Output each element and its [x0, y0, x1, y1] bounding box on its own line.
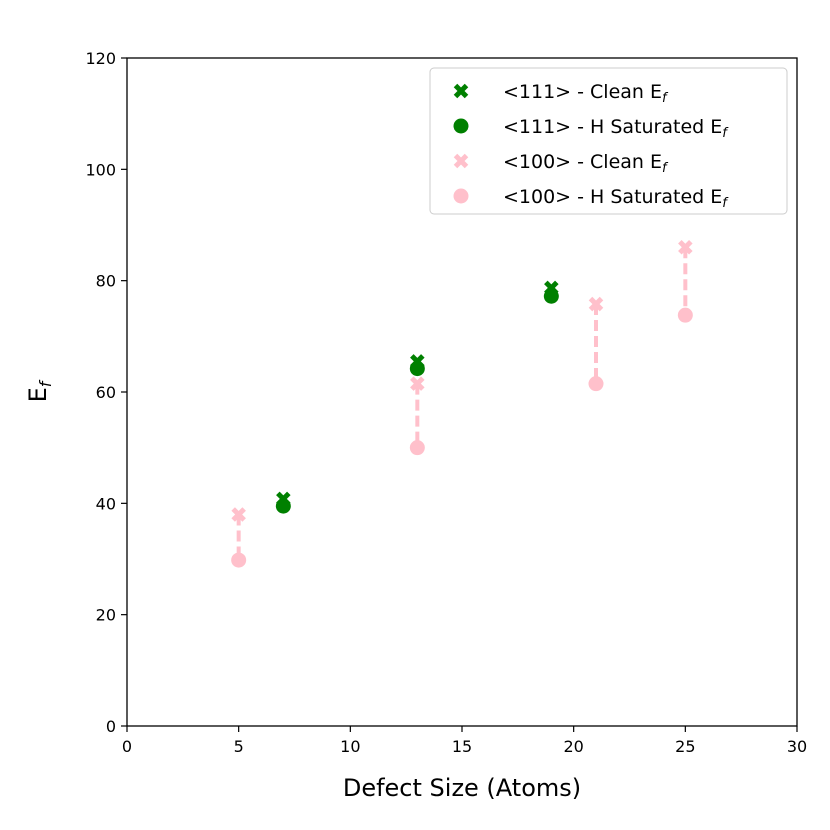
x-tick-label: 25	[675, 737, 695, 756]
cross-point	[231, 507, 246, 522]
circle-point	[231, 552, 247, 568]
legend-marker	[453, 83, 469, 99]
y-tick-label: 20	[96, 606, 116, 625]
cross-point	[410, 354, 425, 369]
cross-point	[588, 296, 604, 312]
cross-point	[276, 491, 291, 507]
legend-marker	[453, 188, 469, 204]
x-tick-label: 0	[122, 737, 132, 756]
x-tick-label: 30	[787, 737, 807, 756]
legend-label: <111> - H Saturated Ef	[503, 116, 729, 141]
x-axis-label: Defect Size (Atoms)	[343, 774, 581, 802]
y-tick-label: 0	[106, 717, 116, 736]
circle-point	[677, 307, 693, 323]
legend-marker	[453, 153, 469, 169]
x-tick-label: 20	[563, 737, 583, 756]
legend-label: <100> - H Saturated Ef	[503, 186, 729, 211]
y-tick-label: 40	[96, 494, 116, 513]
x-tick-label: 15	[452, 737, 472, 756]
y-axis-ticks: 0 20 40 60 80 100 120	[85, 49, 127, 736]
x-tick-label: 5	[234, 737, 244, 756]
legend-box	[429, 67, 788, 215]
y-tick-label: 80	[96, 272, 116, 291]
circle-point	[588, 376, 604, 392]
y-tick-label: 120	[85, 49, 116, 68]
legend: <111> - Clean Ef <111> - H Saturated Ef <1…	[429, 67, 788, 215]
y-tick-label: 60	[96, 383, 116, 402]
cross-point	[410, 376, 425, 391]
legend-label: <100> - Clean Ef	[503, 151, 669, 176]
data-points	[231, 239, 693, 568]
connector-lines	[236, 247, 688, 561]
x-tick-label: 10	[340, 737, 360, 756]
x-axis-ticks: 0 5 10 15 20 25 30	[122, 726, 807, 756]
circle-point	[409, 440, 425, 456]
legend-marker	[453, 118, 469, 134]
cross-point	[678, 239, 693, 255]
cross-point	[544, 280, 559, 296]
y-axis-label: Ef	[24, 379, 55, 402]
y-tick-label: 100	[85, 160, 116, 179]
legend-label: <111> - Clean Ef	[503, 81, 669, 106]
